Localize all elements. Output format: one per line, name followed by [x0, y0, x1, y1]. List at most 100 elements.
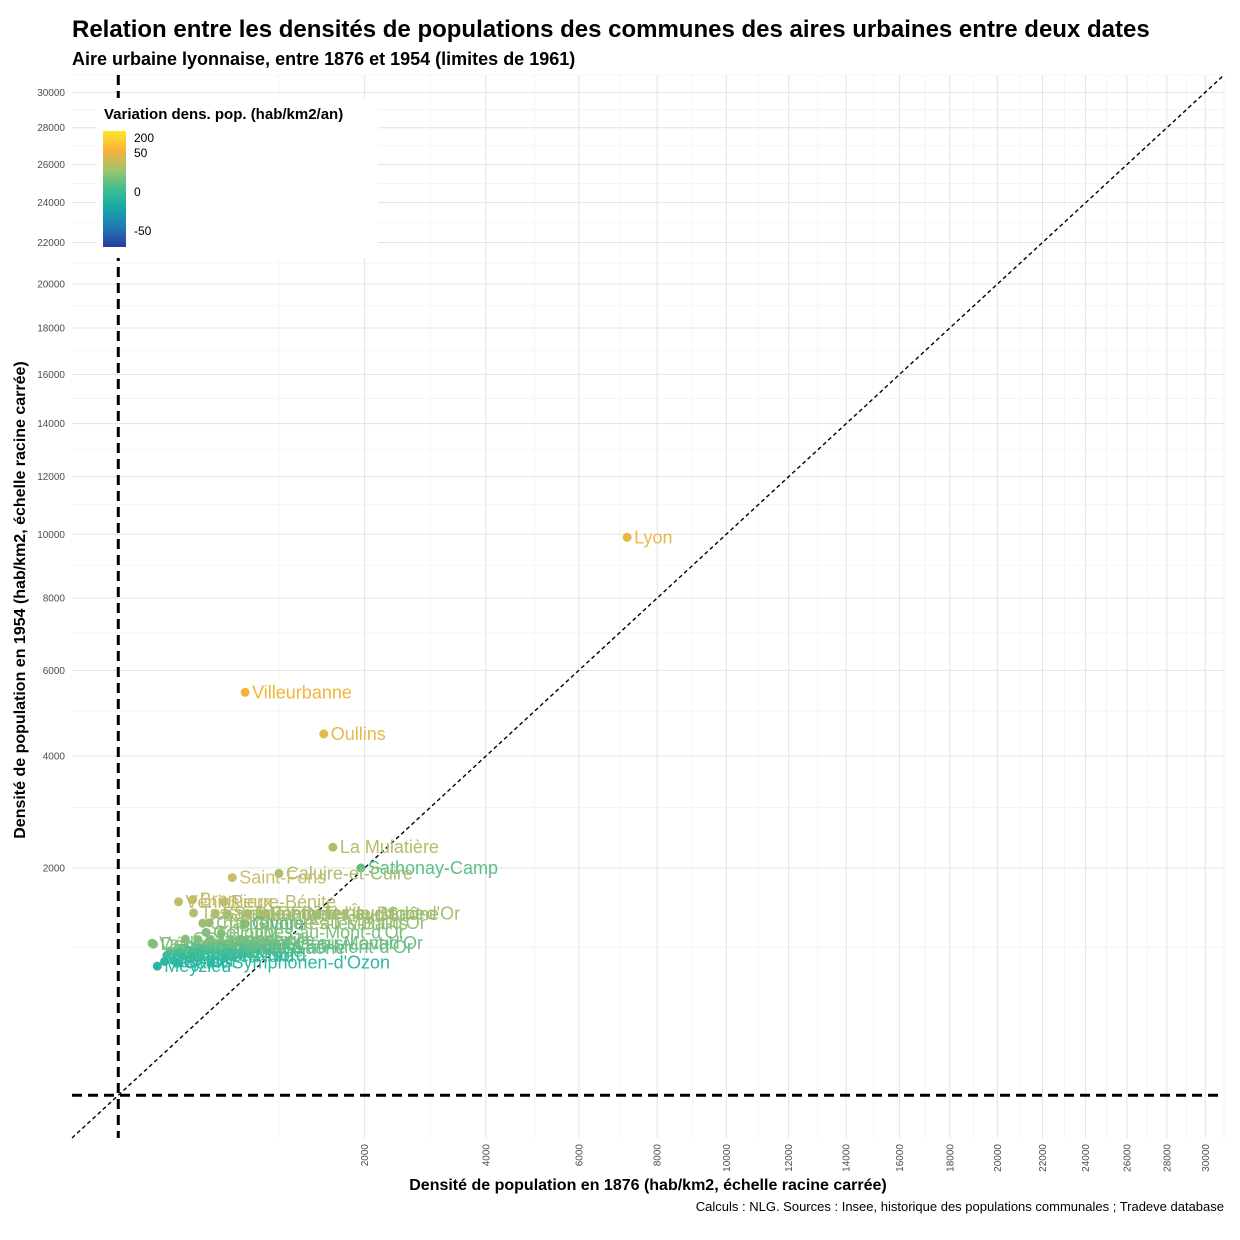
data-label: Saint-Symphorien-d'Ozon	[185, 952, 391, 972]
data-label: Fontaines-sur-Saône	[271, 904, 439, 924]
data-label: Givors	[252, 914, 304, 934]
data-point	[198, 918, 208, 928]
data-point	[180, 934, 190, 944]
y-tick-label: 28000	[37, 123, 65, 134]
data-label: Vernaison	[216, 937, 296, 957]
data-point	[180, 951, 190, 961]
data-label: Rillieux-la-Pape	[177, 941, 303, 961]
x-tick-label: 12000	[784, 1144, 795, 1172]
data-label: Francheville	[218, 930, 315, 950]
data-label: Irigny	[203, 936, 247, 956]
data-point	[274, 868, 284, 878]
data-label: Saint-Fons	[239, 868, 326, 888]
data-label: La Mulatière	[340, 837, 439, 857]
data-point	[188, 895, 198, 905]
data-label: Beynost	[172, 951, 237, 971]
x-tick-label: 28000	[1162, 1144, 1173, 1172]
chart-subtitle: Aire urbaine lyonnaise, entre 1876 et 19…	[72, 49, 576, 69]
x-tick-label: 26000	[1123, 1144, 1134, 1172]
x-tick-label: 24000	[1081, 1144, 1092, 1172]
data-label: Vaulx-en-Velin	[159, 933, 274, 953]
data-label: Chaponost	[192, 929, 279, 949]
data-point	[243, 909, 253, 919]
grid-lines	[72, 74, 1225, 1138]
data-label: Villeurbanne	[252, 682, 352, 702]
data-point	[356, 863, 366, 873]
data-point	[328, 842, 338, 852]
data-label: Bron	[200, 890, 238, 910]
data-point	[227, 942, 237, 952]
data-point	[216, 928, 226, 938]
data-label: Solaize	[188, 945, 247, 965]
legend-tick-label: 50	[134, 146, 148, 160]
y-tick-label: 8000	[43, 593, 66, 604]
y-tick-label: 26000	[37, 160, 65, 171]
data-point	[195, 947, 205, 957]
data-point	[201, 927, 211, 937]
x-tick-label: 18000	[945, 1144, 956, 1172]
data-label: Caluire-et-Cuire	[286, 863, 413, 883]
data-point	[222, 909, 232, 919]
data-point	[188, 948, 198, 958]
caption: Calculs : NLG. Sources : Insee, historiq…	[695, 1199, 1224, 1214]
data-point	[240, 919, 250, 929]
data-label: Écully	[228, 923, 276, 943]
data-label: Grigny	[210, 939, 263, 959]
chart-title: Relation entre les densités de populatio…	[72, 16, 1150, 43]
data-point	[238, 938, 248, 948]
x-tick-label: 2000	[360, 1144, 371, 1167]
y-tick-label: 30000	[37, 88, 65, 99]
data-label: Feyzin	[200, 943, 253, 963]
data-label: Couzon-au-Mont-d'Or	[239, 937, 413, 957]
data-label: Charbonnières-les-Bains	[210, 913, 408, 933]
data-label: Champagne-au-Mont-d'Or	[216, 913, 426, 933]
data-point	[148, 939, 158, 949]
data-point	[259, 909, 269, 919]
data-point	[319, 729, 329, 739]
data-label: Tassin-la-Demi-Lune	[201, 903, 366, 923]
data-label: Pierre-Bénite	[231, 892, 336, 912]
data-label: Décines-Charpieu	[160, 934, 304, 954]
y-tick-label: 20000	[37, 280, 65, 291]
data-label: Mions	[188, 944, 236, 964]
x-tick-label: 10000	[722, 1144, 733, 1172]
data-label: Limonest	[228, 932, 301, 952]
data-label: Neuville-sur-Saône	[192, 938, 345, 958]
x-tick-label: 30000	[1201, 1144, 1212, 1172]
data-point	[152, 961, 162, 971]
data-label: Sainte-Foy-lès-Lyon	[234, 904, 394, 924]
data-label: Genay	[207, 942, 260, 962]
data-label: Caluire-Nord	[192, 946, 294, 966]
data-label: Saint-Genis-Laval	[250, 933, 393, 953]
data-point	[160, 956, 170, 966]
y-tick-label: 16000	[37, 370, 65, 381]
data-point	[219, 897, 229, 907]
y-tick-label: 10000	[37, 530, 65, 541]
legend-color-bar	[103, 131, 126, 247]
x-tick-label: 14000	[842, 1144, 853, 1172]
y-tick-label: 6000	[43, 666, 66, 677]
data-labels: Lyon Villeurbanne Oullins La MulatièreSatho…	[159, 527, 672, 976]
x-tick-label: 22000	[1038, 1144, 1049, 1172]
data-point	[204, 918, 214, 928]
identity-line	[71, 74, 1225, 1139]
y-tick-label: 12000	[37, 472, 65, 483]
data-label: Saint-Fons-Nord	[174, 945, 306, 965]
data-label: Miribel	[180, 950, 233, 970]
data-label: Saint-Cyr-au-Mont-d'Or	[237, 933, 423, 953]
x-tick-label: 6000	[574, 1144, 585, 1167]
data-point	[240, 687, 250, 697]
y-tick-label: 24000	[37, 198, 65, 209]
data-label: Sathonay-Camp	[368, 858, 498, 878]
y-tick-label: 2000	[43, 863, 66, 874]
y-tick-label: 18000	[37, 323, 65, 334]
y-tick-label: 14000	[37, 419, 65, 430]
data-point	[622, 532, 632, 542]
x-tick-label: 4000	[481, 1144, 492, 1167]
data-label: Saint-Rambert-l'Île-Barbe	[222, 903, 425, 923]
legend-tick-label: 0	[134, 185, 141, 199]
data-point	[174, 897, 184, 907]
x-tick-label: 8000	[653, 1144, 664, 1167]
y-tick-label: 4000	[43, 752, 66, 763]
data-point	[216, 937, 226, 947]
